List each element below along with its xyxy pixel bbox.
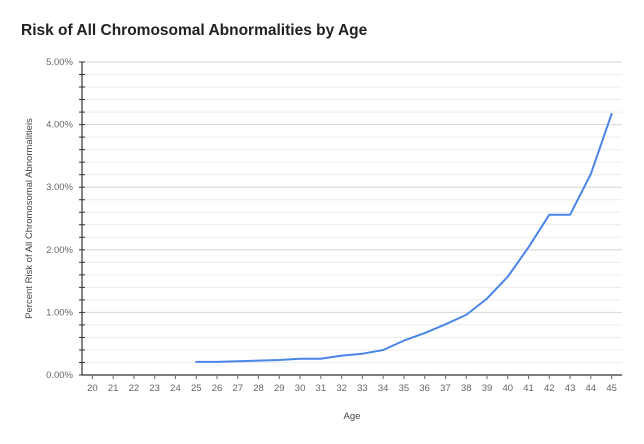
x-tick-label: 31 [316, 383, 327, 394]
data-point [444, 323, 446, 325]
data-point [548, 214, 550, 216]
data-point [403, 339, 405, 341]
x-tick-label: 29 [274, 383, 285, 394]
x-tick-label: 37 [440, 383, 451, 394]
x-tick-label: 34 [378, 383, 389, 394]
chart-title: Risk of All Chromosomal Abnormalities by… [21, 22, 368, 39]
data-point [216, 361, 218, 363]
x-tick-label: 26 [212, 383, 223, 394]
data-point [361, 353, 363, 355]
data-point [195, 361, 197, 363]
y-tick-label: 2.00% [46, 245, 73, 256]
data-point [320, 358, 322, 360]
data-point [465, 314, 467, 316]
data-point [610, 113, 612, 115]
x-tick-label: 22 [129, 383, 140, 394]
x-tick-label: 23 [149, 383, 160, 394]
y-axis-title: Percent Risk of All Chromosomal Abnormal… [24, 118, 35, 319]
data-point [527, 246, 529, 248]
x-tick-label: 41 [523, 383, 534, 394]
x-tick-label: 25 [191, 383, 202, 394]
x-tick-label: 28 [253, 383, 264, 394]
axis-layer [79, 61, 622, 379]
y-tick-label: 3.00% [46, 182, 73, 193]
data-point [507, 276, 509, 278]
data-point [278, 359, 280, 361]
x-tick-label: 38 [461, 383, 472, 394]
x-tick-label: 36 [419, 383, 430, 394]
x-tick-label: 39 [482, 383, 493, 394]
data-point [237, 360, 239, 362]
x-tick-label: 40 [502, 383, 513, 394]
y-tick-label: 5.00% [46, 57, 73, 68]
x-tick-label: 44 [586, 383, 597, 394]
data-point [299, 358, 301, 360]
series-line [195, 113, 613, 363]
data-point [257, 359, 259, 361]
x-tick-label: 35 [399, 383, 410, 394]
x-tick-label: 30 [295, 383, 306, 394]
x-tick-label: 21 [108, 383, 119, 394]
series-layer [195, 113, 613, 363]
data-point [382, 349, 384, 351]
data-point [423, 332, 425, 334]
x-tick-label: 32 [336, 383, 347, 394]
data-point [569, 214, 571, 216]
x-tick-label: 20 [87, 383, 98, 394]
data-point [590, 173, 592, 175]
grid-layer [82, 61, 622, 376]
data-point [486, 297, 488, 299]
x-axis-title: Age [344, 411, 361, 422]
x-tick-label: 33 [357, 383, 368, 394]
x-tick-label: 24 [170, 383, 181, 394]
data-point [340, 354, 342, 356]
y-tick-label: 0.00% [46, 370, 73, 381]
x-tick-label: 43 [565, 383, 576, 394]
x-tick-label: 27 [232, 383, 243, 394]
x-tick-label: 45 [606, 383, 617, 394]
y-tick-label: 4.00% [46, 120, 73, 131]
y-tick-label: 1.00% [46, 307, 73, 318]
label-layer: 20 21 22 23 24 25 26 27 28 29 30 31 32 33 34 35 36 37 38 39… [24, 57, 617, 422]
x-tick-label: 42 [544, 383, 555, 394]
